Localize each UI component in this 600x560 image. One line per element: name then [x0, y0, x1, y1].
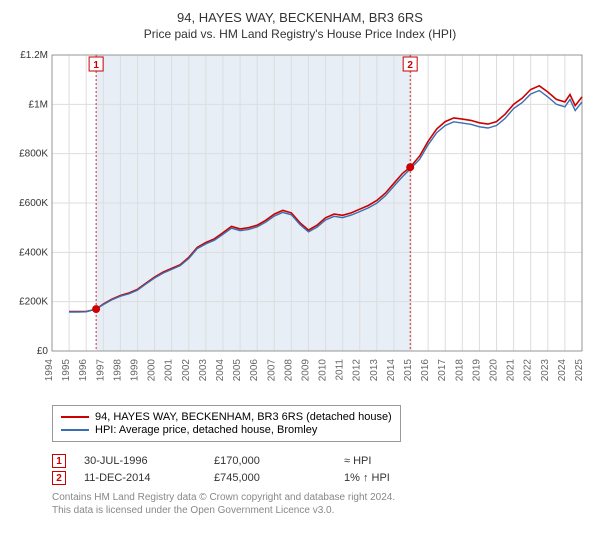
svg-text:£0: £0: [37, 346, 49, 357]
svg-text:1995: 1995: [61, 359, 72, 382]
svg-text:1999: 1999: [129, 359, 140, 382]
svg-text:2010: 2010: [318, 359, 329, 382]
svg-text:2000: 2000: [147, 359, 158, 382]
legend: 94, HAYES WAY, BECKENHAM, BR3 6RS (detac…: [52, 405, 401, 442]
sale-delta: ≈ HPI: [344, 455, 474, 467]
svg-text:2012: 2012: [352, 359, 363, 382]
svg-text:2016: 2016: [420, 359, 431, 382]
svg-text:2006: 2006: [249, 359, 260, 382]
sale-marker-number: 1: [52, 454, 66, 468]
svg-text:£1.2M: £1.2M: [20, 50, 48, 61]
svg-text:1996: 1996: [78, 359, 89, 382]
svg-text:£600K: £600K: [19, 198, 48, 209]
attribution: Contains HM Land Registry data © Crown c…: [52, 491, 592, 517]
svg-text:2013: 2013: [369, 359, 380, 382]
svg-text:£1M: £1M: [29, 99, 48, 110]
legend-swatch: [61, 416, 89, 418]
attribution-line-2: This data is licensed under the Open Gov…: [52, 504, 592, 517]
svg-text:£800K: £800K: [19, 149, 48, 160]
svg-text:2005: 2005: [232, 359, 243, 382]
sales-row: 2 11-DEC-2014£745,0001% ↑ HPI: [52, 471, 592, 485]
svg-text:2021: 2021: [506, 359, 517, 382]
sales-table: 1 30-JUL-1996£170,000≈ HPI 2 11-DEC-2014£74…: [52, 454, 592, 485]
chart-subtitle: Price paid vs. HM Land Registry's House …: [8, 27, 592, 41]
svg-text:1998: 1998: [112, 359, 123, 382]
attribution-line-1: Contains HM Land Registry data © Crown c…: [52, 491, 592, 504]
svg-text:£400K: £400K: [19, 247, 48, 258]
svg-text:2020: 2020: [489, 359, 500, 382]
svg-text:2023: 2023: [540, 359, 551, 382]
svg-text:£200K: £200K: [19, 297, 48, 308]
svg-text:2009: 2009: [300, 359, 311, 382]
legend-swatch: [61, 429, 89, 431]
svg-text:2007: 2007: [266, 359, 277, 382]
svg-text:2002: 2002: [181, 359, 192, 382]
svg-text:2003: 2003: [198, 359, 209, 382]
sale-price: £170,000: [214, 455, 344, 467]
sale-price: £745,000: [214, 472, 344, 484]
svg-text:2004: 2004: [215, 359, 226, 382]
svg-text:2011: 2011: [335, 359, 346, 381]
svg-text:2025: 2025: [574, 359, 585, 382]
legend-item: 94, HAYES WAY, BECKENHAM, BR3 6RS (detac…: [61, 411, 392, 423]
legend-label: 94, HAYES WAY, BECKENHAM, BR3 6RS (detac…: [95, 411, 392, 423]
sale-delta: 1% ↑ HPI: [344, 472, 474, 484]
legend-label: HPI: Average price, detached house, Brom…: [95, 424, 317, 436]
svg-text:2015: 2015: [403, 359, 414, 382]
plot-area: £0 £200K £400K £600K £800K £1M £1.2M 1994 1995 19…: [8, 49, 592, 399]
svg-text:2024: 2024: [557, 359, 568, 382]
chart-title: 94, HAYES WAY, BECKENHAM, BR3 6RS: [8, 10, 592, 25]
svg-text:2018: 2018: [454, 359, 465, 382]
svg-text:1994: 1994: [44, 359, 55, 382]
svg-text:1997: 1997: [95, 359, 106, 382]
svg-text:2019: 2019: [471, 359, 482, 382]
svg-text:2014: 2014: [386, 359, 397, 382]
sale-date: 30-JUL-1996: [84, 455, 214, 467]
svg-text:2022: 2022: [523, 359, 534, 382]
sales-row: 1 30-JUL-1996£170,000≈ HPI: [52, 454, 592, 468]
chart-svg: £0 £200K £400K £600K £800K £1M £1.2M 1994 1995 19…: [8, 49, 592, 399]
sale-marker-number: 2: [52, 471, 66, 485]
sale-date: 11-DEC-2014: [84, 472, 214, 484]
svg-text:2008: 2008: [283, 359, 294, 382]
price-chart-container: 94, HAYES WAY, BECKENHAM, BR3 6RS Price …: [8, 10, 592, 517]
svg-text:2: 2: [407, 60, 413, 71]
svg-text:1: 1: [93, 60, 99, 71]
legend-item: HPI: Average price, detached house, Brom…: [61, 424, 392, 436]
svg-text:2017: 2017: [437, 359, 448, 382]
svg-text:2001: 2001: [164, 359, 175, 382]
